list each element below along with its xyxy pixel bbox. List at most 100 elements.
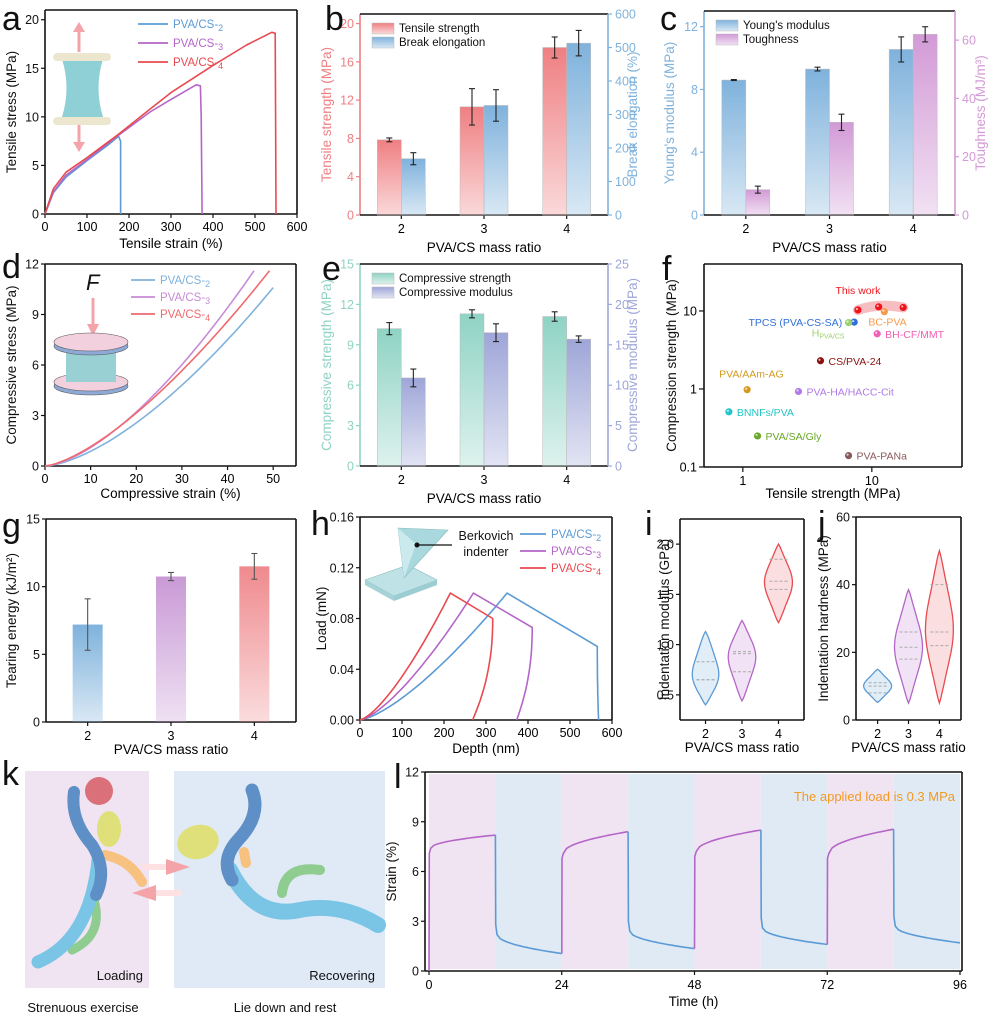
compression-specimen-illustration: F: [53, 270, 129, 396]
point-label: PVA/SA/Gly: [766, 431, 823, 443]
bar: [542, 47, 567, 216]
y-tick-label: 2.0: [657, 538, 674, 552]
series-line: [359, 592, 600, 721]
y-tick-label: 0: [33, 716, 40, 730]
body-part: [97, 811, 121, 847]
legend-label: PVA/CS-2: [551, 529, 601, 543]
y-tick-label: 6: [412, 865, 419, 879]
bar: [542, 316, 567, 467]
y-tick-label: 0.00: [330, 714, 354, 728]
recovery-band: [495, 774, 562, 969]
bar: [483, 105, 509, 216]
bar: [566, 42, 591, 216]
legend-label: PVA/CS-3: [160, 292, 210, 306]
x-tick-label: 4: [563, 222, 570, 236]
y-tick-label: 12: [340, 94, 354, 108]
x-axis-label: Time (h): [669, 994, 719, 1009]
x-tick-label: 0: [426, 978, 433, 992]
inset-label: Berkovich: [459, 529, 514, 543]
head-shape: [85, 777, 113, 805]
x-tick-label: 3: [739, 727, 746, 741]
y-tick-label: 0.5: [657, 688, 674, 702]
y-tick-label: 16: [340, 55, 354, 69]
sample-plate-edge: [365, 580, 394, 601]
legend-subscript: 2: [596, 533, 601, 543]
scatter-point: [880, 308, 888, 316]
legend-label: Toughness: [743, 34, 799, 46]
panel-c-modulus-toughness-bars: 0 4 8 12 0 20 40 60 Young's modulus (MPa) Toughne…: [662, 10, 988, 255]
y2-tick-label: 600: [615, 8, 636, 22]
scatter-point: [743, 386, 751, 394]
bar: [805, 68, 830, 216]
loading-curve: [826, 828, 894, 945]
scatter-point: [844, 318, 853, 327]
legend-text: PVA/CS-: [551, 529, 596, 541]
y-tick-label: 0: [843, 714, 850, 728]
y2-tick-label: 200: [615, 142, 636, 156]
right-caption: Lie down and rest: [234, 1000, 337, 1015]
x-tick-label: 72: [820, 978, 834, 992]
y-tick-label: 9: [32, 308, 39, 322]
scatter-point: [725, 408, 733, 416]
recovery-band: [628, 774, 695, 969]
y-axis-label: Tearing energy (kJ/m²): [4, 553, 19, 688]
point-label: This work: [835, 285, 881, 297]
inset-label: indenter: [463, 545, 508, 559]
y-tick-label: 1.5: [657, 588, 674, 602]
legend-subscript: 4: [205, 313, 210, 323]
y2-tick-label: 300: [615, 108, 636, 122]
series-line: [44, 135, 122, 215]
y-tick-label: 0: [32, 460, 39, 474]
legend-text: PVA/CS-: [173, 38, 218, 50]
x-axis-label: Compressive strain (%): [100, 486, 240, 501]
y2-tick-label: 500: [615, 41, 636, 55]
legend-subscript: 3: [218, 42, 223, 52]
arrow-up-icon: [73, 22, 85, 32]
series-line: [359, 592, 494, 721]
legend-label: Break elongation: [399, 37, 485, 49]
y-axis-label: Load (mN): [314, 587, 329, 651]
x-tick-label: 20: [129, 472, 143, 486]
bar: [888, 49, 914, 216]
arm-shape: [239, 847, 251, 868]
legend-label: Tensile strength: [399, 23, 480, 35]
loading-curve: [693, 829, 762, 949]
x-tick-label: 2: [742, 222, 749, 236]
y-tick-label: 0.12: [330, 561, 354, 575]
y-tick-label: 6: [347, 379, 354, 393]
x-axis-label: PVA/CS mass ratio: [114, 742, 229, 757]
panel-label-f: f: [662, 250, 672, 288]
y-axis-label: Compressive strength (MPa): [319, 279, 334, 451]
legend-text: PVA/CS-: [160, 309, 205, 321]
bar: [156, 576, 186, 722]
x-tick-label: 4: [936, 727, 943, 741]
loading-band: [827, 774, 894, 969]
x-tick-label: 10: [865, 474, 879, 488]
indenter-face: [398, 528, 416, 578]
legend-label: Compressive modulus: [399, 287, 513, 299]
recovering-label: Recovering: [309, 968, 375, 983]
loading-band: [694, 774, 761, 969]
y-axis-label: Tensile strength (MPa): [319, 47, 334, 182]
x-tick-label: 3: [481, 222, 488, 236]
y-tick-label: 4: [347, 170, 354, 184]
panel-l-creep-recovery: 0 3 6 9 12 0 24 48 72 96 Strain (%) Time (h) The app…: [384, 766, 967, 1010]
x-tick-label: 100: [392, 726, 413, 740]
legend-label: PVA/CS-4: [551, 563, 601, 577]
y-tick-label: 1: [690, 382, 697, 396]
legend-subscript: 3: [596, 550, 601, 560]
y-tick-label: 40: [836, 578, 850, 592]
y-tick-label: 15: [340, 258, 354, 272]
y2-tick-label: 20: [962, 150, 976, 164]
legend-swatch: [371, 286, 395, 299]
legend-text: PVA/CS-: [173, 19, 218, 31]
panel-label-d: d: [2, 248, 21, 286]
x-tick-label: 30: [175, 472, 189, 486]
arrow-right-icon: [166, 859, 190, 875]
sample-plate: [364, 564, 438, 597]
recovery-band: [893, 774, 960, 969]
top-plate: [53, 332, 129, 352]
scatter-point: [816, 357, 825, 365]
